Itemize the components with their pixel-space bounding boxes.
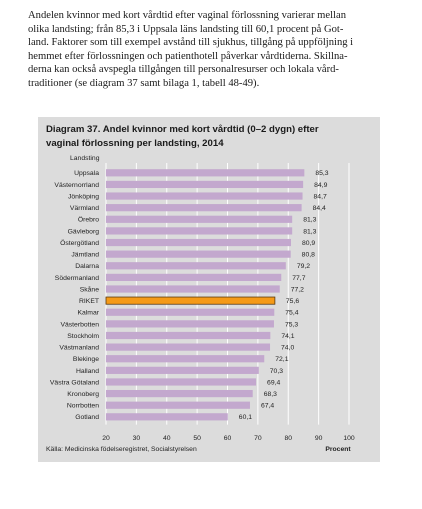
chart-title-line: vaginal förlossning per landsting, 2014	[46, 137, 224, 149]
value-label: 68,3	[264, 391, 277, 398]
category-label: Gotland	[75, 414, 99, 421]
category-label: Västra Götaland	[50, 379, 99, 386]
value-label: 67,4	[261, 403, 274, 410]
bar	[106, 227, 293, 235]
category-label: Jämtland	[71, 252, 99, 259]
intro-line: olika landsting; från 85,3 i Uppsala län…	[28, 23, 344, 35]
category-label: Södermanland	[55, 275, 99, 282]
category-label: Östergötland	[60, 239, 99, 247]
intro-paragraph: Andelen kvinnor med kort vårdtid efter v…	[28, 9, 400, 91]
bar	[106, 331, 271, 340]
x-tick-label: 50	[193, 435, 201, 442]
x-tick-label: 80	[284, 435, 292, 442]
value-label: 85,3	[315, 170, 328, 177]
value-label: 84,4	[313, 205, 326, 212]
bar	[106, 343, 271, 351]
source-note: Källa: Medicinska födelseregistret, Soci…	[46, 446, 197, 453]
value-label: 75,4	[285, 310, 298, 317]
x-tick-label: 20	[102, 435, 110, 442]
x-axis-label: Procent	[325, 446, 351, 453]
bar	[106, 401, 250, 409]
bar	[106, 366, 259, 374]
value-label: 84,7	[314, 193, 327, 200]
value-label: 70,3	[270, 368, 283, 375]
intro-line: hemmet efter förlossningen och patientho…	[28, 50, 348, 62]
value-label: 74,0	[281, 345, 294, 352]
intro-line: traditioner (se diagram 37 samt bilaga 1…	[28, 77, 260, 89]
x-tick-label: 30	[133, 435, 141, 442]
chart-title-line: Diagram 37. Andel kvinnor med kort vårdt…	[46, 124, 319, 135]
category-label: Dalarna	[75, 263, 99, 270]
value-label: 75,3	[285, 321, 298, 328]
x-tick-label: 90	[315, 435, 323, 442]
x-tick-label: 70	[254, 435, 262, 442]
value-label: 80,9	[302, 240, 315, 247]
category-label: Värmland	[70, 205, 99, 212]
value-label: 81,3	[303, 217, 316, 224]
bar	[106, 389, 253, 398]
x-tick-label: 60	[224, 435, 232, 442]
category-label: Blekinge	[73, 356, 99, 363]
category-label: Kronoberg	[67, 391, 99, 398]
category-label: Örebro	[78, 216, 99, 224]
bar	[106, 285, 280, 293]
value-label: 74,1	[281, 333, 294, 340]
value-label: 72,1	[275, 356, 288, 363]
bar-highlight	[105, 296, 276, 305]
x-tick-label: 40	[163, 435, 171, 442]
value-label: 84,9	[314, 182, 327, 189]
intro-line: derna kan också avspegla tillgången till…	[28, 64, 339, 76]
category-label: Kalmar	[77, 310, 99, 317]
bar	[106, 169, 305, 177]
value-label: 75,6	[286, 298, 299, 305]
bar	[106, 192, 303, 200]
intro-line: Andelen kvinnor med kort vårdtid efter v…	[28, 10, 347, 21]
value-label: 69,4	[267, 379, 280, 386]
bar	[106, 250, 291, 258]
category-label: Västerbotten	[60, 321, 99, 328]
bar	[106, 215, 293, 223]
category-label: Halland	[76, 368, 99, 375]
bar	[106, 273, 282, 281]
bar	[106, 204, 302, 212]
category-label: Jönköping	[68, 193, 99, 200]
category-label: Norrbotten	[67, 403, 99, 410]
category-axis-label: Landsting	[70, 155, 100, 162]
category-label: Uppsala	[74, 170, 99, 177]
category-label: Västmanland	[59, 345, 99, 352]
x-tick-label: 100	[343, 435, 355, 442]
chart-title: Diagram 37. Andel kvinnor med kort vårdt…	[46, 123, 376, 150]
value-label: 77,2	[291, 286, 304, 293]
bar	[106, 238, 291, 247]
bar	[106, 320, 274, 328]
category-label: Stockholm	[67, 333, 99, 340]
category-label: Skåne	[80, 285, 99, 293]
category-label: Gävleborg	[68, 228, 100, 235]
bar	[106, 378, 257, 386]
value-label: 81,3	[303, 228, 316, 235]
category-label: Västernorrland	[54, 182, 99, 189]
bar	[106, 308, 275, 316]
value-label: 80,8	[302, 252, 315, 259]
intro-line: land. Faktorer som till exempel avstånd …	[28, 37, 354, 49]
category-label: RIKET	[79, 298, 99, 305]
value-label: 77,7	[292, 275, 305, 282]
value-label: 60,1	[239, 414, 252, 421]
bar	[106, 180, 304, 189]
bar	[106, 355, 265, 363]
bar	[106, 262, 286, 270]
value-label: 79,2	[297, 263, 310, 270]
bar	[106, 413, 228, 421]
